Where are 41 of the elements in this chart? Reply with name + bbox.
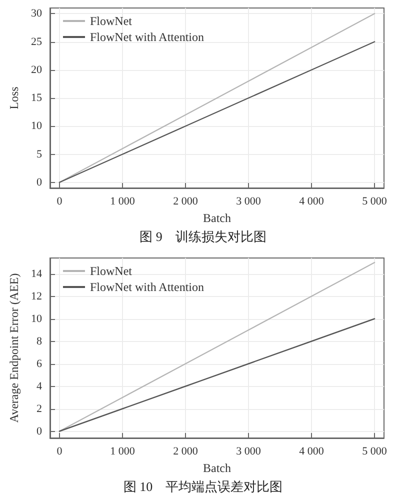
x-tick-label: 5 000 [362,196,388,208]
y-axis-title: Loss [7,86,21,110]
line-series [58,41,376,183]
legend-label: FlowNet [90,264,133,278]
x-axis-title: Batch [203,210,231,225]
y-tick-label: 8 [36,335,42,348]
line-series [58,13,376,183]
legend-label: FlowNet with Attention [90,30,204,44]
y-tick-label: 10 [31,312,42,325]
x-axis-title: Batch [203,460,231,475]
x-tick-label: 3 000 [236,196,262,208]
y-axis-title: Average Endpoint Error (AEE) [7,273,21,423]
y-tick-label: 20 [31,64,42,76]
y-tick-label: 25 [31,36,42,48]
x-tick-label: 0 [56,196,63,208]
y-tick-label: 12 [31,290,42,302]
y-tick-label: 4 [36,380,42,392]
legend-label: FlowNet with Attention [90,280,204,294]
line-series [58,318,376,432]
x-tick-label: 3 000 [236,446,262,458]
x-tick-label: 0 [56,446,63,458]
y-tick-label: 10 [31,120,42,132]
x-tick-label: 5 000 [362,446,388,458]
y-tick-label: 15 [31,92,42,104]
y-tick-label: 0 [36,176,42,188]
x-tick-label: 4 000 [299,446,324,458]
y-tick-label: 2 [36,402,42,415]
line-series [58,262,376,432]
text: 图 10 平均端点误差对比图 [123,479,283,494]
x-tick-label: 4 000 [299,196,324,208]
y-tick-label: 6 [36,358,42,370]
legend-label: FlowNet [90,14,133,28]
y-tick-label: 5 [36,148,42,160]
x-tick-label: 2 000 [173,196,198,208]
y-tick-label: 14 [31,268,42,280]
x-tick-label: 2 000 [173,446,198,458]
x-tick-label: 1 000 [110,446,136,458]
text: 图 9 训练损失对比图 [140,229,266,244]
y-tick-label: 0 [36,425,42,438]
x-tick-label: 1 000 [110,196,136,208]
y-tick-label: 30 [31,8,42,20]
